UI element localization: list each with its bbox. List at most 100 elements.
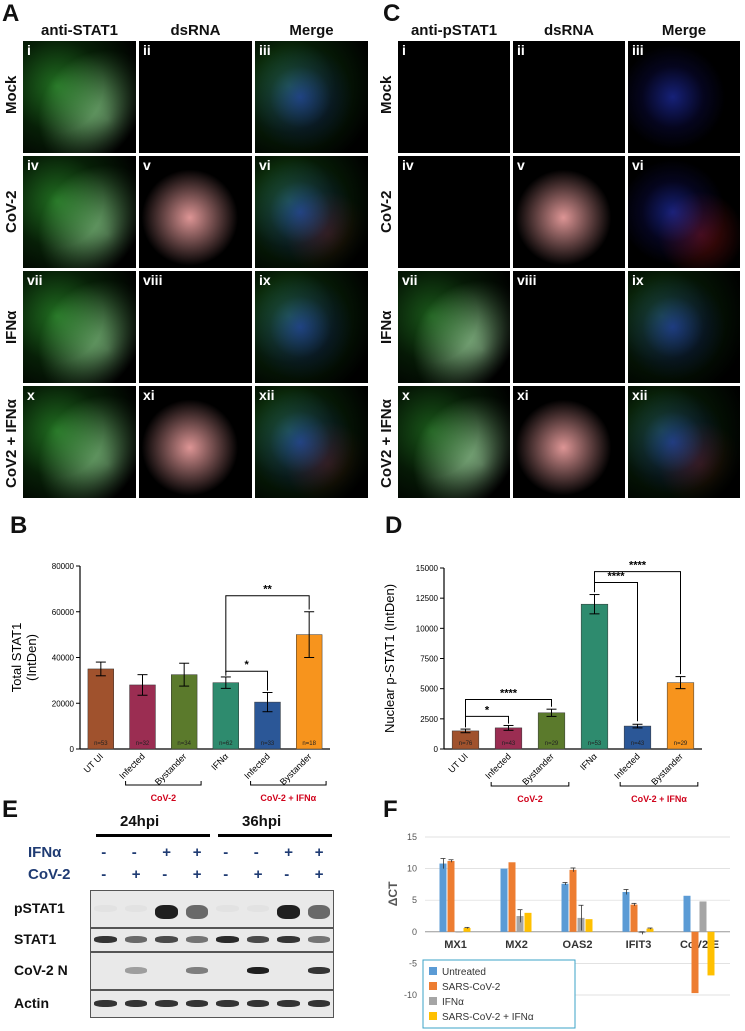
legend-entry: IFNα xyxy=(442,997,464,1008)
panelC-cell-label: vi xyxy=(632,157,644,173)
y-tick-label: 40000 xyxy=(52,654,75,663)
blot-band xyxy=(277,936,300,943)
y-tick-label: 5 xyxy=(412,895,417,905)
significance-marker: **** xyxy=(500,688,518,700)
significance-marker: ** xyxy=(263,584,272,596)
blot-band xyxy=(307,936,330,943)
bar xyxy=(691,931,699,994)
group-bracket xyxy=(619,782,699,787)
n-label: n=43 xyxy=(631,741,645,747)
panelA-cell-label: iii xyxy=(259,42,271,58)
panelC-micrograph: i xyxy=(398,41,510,153)
bar xyxy=(524,912,532,932)
legend-entry: SARS-CoV-2 xyxy=(442,982,501,993)
bar xyxy=(439,863,447,932)
panelC-cell-label: iii xyxy=(632,42,644,58)
significance-bracket xyxy=(465,715,509,728)
bar xyxy=(638,931,646,934)
treatment-sign: - xyxy=(223,866,229,883)
blot-band xyxy=(155,905,178,919)
blot-band xyxy=(124,1000,147,1007)
blot-band xyxy=(246,967,269,974)
panelA-row-label: Mock xyxy=(3,75,20,114)
bar xyxy=(683,895,691,932)
bar xyxy=(508,862,516,932)
bar xyxy=(212,682,240,750)
bar xyxy=(699,901,707,932)
bar xyxy=(537,712,566,750)
blot-band xyxy=(307,905,330,919)
panelC-column-header: Merge xyxy=(661,22,707,39)
n-label: n=76 xyxy=(459,741,473,747)
y-axis-label: Nuclear p-STAT1 (IntDen) xyxy=(382,584,397,733)
blot-strip xyxy=(90,952,334,990)
panelA-micrograph: vi xyxy=(255,156,368,268)
blot-band xyxy=(124,967,147,974)
x-tick-label: Infected xyxy=(117,751,147,781)
blot-band xyxy=(216,936,239,943)
panelC-micrograph: ix xyxy=(628,271,740,383)
treatment-sign: + xyxy=(162,844,172,861)
legend-entry: Untreated xyxy=(442,967,486,978)
panelA-cell-label: vii xyxy=(27,272,43,288)
bar xyxy=(455,931,463,933)
treatment-label: CoV-2 xyxy=(28,866,71,883)
panelC-cell-label: x xyxy=(402,387,410,403)
panelC-micrograph: ii xyxy=(513,41,625,153)
panel-e-letter: E xyxy=(2,796,19,823)
panel-b-letter: B xyxy=(10,512,28,539)
x-tick-label: IFNα xyxy=(578,751,599,772)
significance-bracket xyxy=(594,571,681,675)
blot-band xyxy=(277,1000,300,1007)
bar xyxy=(580,603,609,750)
y-tick-label: 5000 xyxy=(420,685,438,694)
bar xyxy=(463,928,471,932)
blot-band xyxy=(247,905,270,912)
blot-band xyxy=(246,936,269,943)
panelA-column-header: dsRNA xyxy=(170,22,221,39)
panelA-cell-label: x xyxy=(27,387,35,403)
treatment-sign: - xyxy=(253,844,259,861)
legend-swatch xyxy=(429,967,437,975)
panelC-micrograph: iii xyxy=(628,41,740,153)
treatment-sign: + xyxy=(253,866,263,883)
panelC-cell-label: i xyxy=(402,42,406,58)
panelA-micrograph: viii xyxy=(139,271,252,383)
n-label: n=29 xyxy=(674,741,688,747)
panelA-row-label: IFNα xyxy=(3,310,20,344)
n-label: n=18 xyxy=(302,741,316,747)
panelA-micrograph: x xyxy=(23,386,136,498)
panelA-micrograph: iv xyxy=(23,156,136,268)
panelC-cell-label: ix xyxy=(632,272,644,288)
timepoint-label: 24hpi xyxy=(120,813,160,830)
group-bracket xyxy=(490,782,570,787)
bar xyxy=(577,917,585,932)
treatment-label: IFNα xyxy=(28,844,62,861)
x-tick-label: Bystander xyxy=(649,751,685,787)
significance-bracket xyxy=(465,699,552,728)
y-tick-label: 10 xyxy=(407,864,417,874)
legend: Untreated SARS-CoV-2 IFNα SARS-CoV-2 + IFNα xyxy=(422,959,576,1029)
panelC-micrograph: iv xyxy=(398,156,510,268)
panelA-cell-label: vi xyxy=(259,157,271,173)
timepoint-bar xyxy=(218,834,332,837)
panelA-cell-label: ii xyxy=(143,42,151,58)
treatment-sign: + xyxy=(192,844,202,861)
y-tick-label: 2500 xyxy=(420,715,438,724)
panelA-micrograph: xi xyxy=(139,386,252,498)
treatment-sign: + xyxy=(284,844,294,861)
panelC-cell-label: v xyxy=(517,157,525,173)
panelA-micrograph: iii xyxy=(255,41,368,153)
panelA-row-label: CoV2 + IFNα xyxy=(3,399,20,489)
panelA-column-header: anti-STAT1 xyxy=(41,22,118,39)
panelA-micrograph: ii xyxy=(139,41,252,153)
bar xyxy=(707,931,715,976)
n-label: n=53 xyxy=(94,741,108,747)
x-tick-label: MX1 xyxy=(444,939,467,951)
blot-band xyxy=(307,1000,330,1007)
bar xyxy=(622,891,630,932)
group-label: CoV-2 xyxy=(151,793,177,803)
x-tick-label: IFNα xyxy=(209,751,230,772)
panelA-cell-label: xi xyxy=(143,387,155,403)
